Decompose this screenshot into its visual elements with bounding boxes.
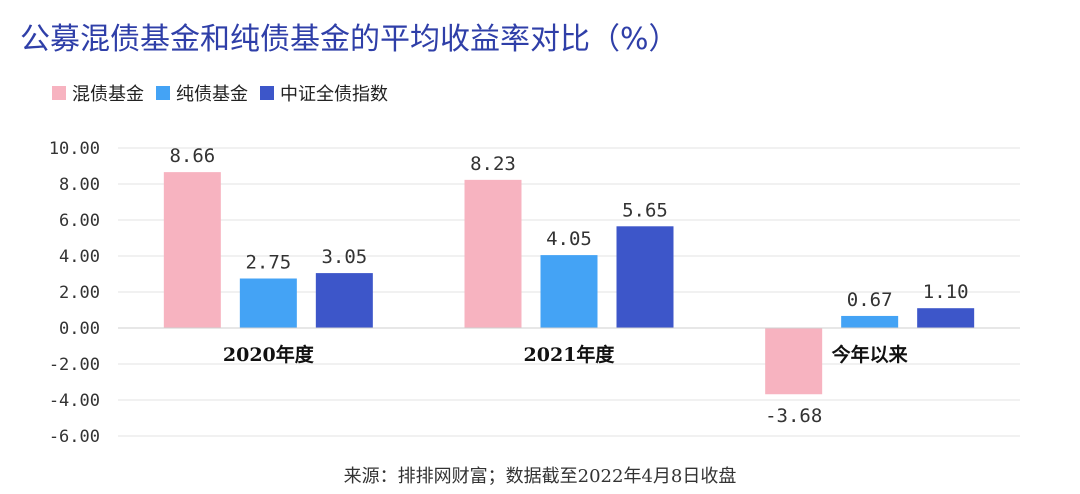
bar — [841, 315, 899, 328]
data-label: 0.67 — [847, 289, 893, 311]
y-tick-label: 4.00 — [59, 247, 100, 267]
y-tick-label: 8.00 — [59, 175, 100, 195]
source-note: 来源：排排网财富；数据截至2022年4月8日收盘 — [343, 466, 737, 487]
y-tick-label: 10.00 — [49, 139, 100, 159]
y-tick-label: 6.00 — [59, 211, 100, 231]
legend-label-index: 中证全债指数 — [280, 84, 388, 105]
legend: 混债基金 纯债基金 中证全债指数 — [52, 80, 388, 106]
bar — [765, 328, 823, 395]
y-tick-label: -2.00 — [49, 355, 100, 375]
bar — [464, 179, 522, 328]
legend-item-pure-bond: 纯债基金 — [156, 80, 248, 106]
category-label: 2020年度 — [223, 343, 315, 366]
bar — [616, 226, 674, 328]
bar — [163, 172, 221, 328]
legend-swatch-hybrid — [52, 86, 66, 100]
bar — [540, 255, 598, 328]
data-label: 3.05 — [321, 246, 367, 268]
category-label: 2021年度 — [524, 343, 616, 366]
legend-item-index: 中证全债指数 — [260, 80, 388, 106]
data-label: 1.10 — [923, 281, 969, 303]
data-label: 2.75 — [245, 252, 291, 274]
y-tick-label: -4.00 — [49, 391, 100, 411]
y-tick-label: 0.00 — [59, 319, 100, 339]
legend-item-hybrid: 混债基金 — [52, 80, 144, 106]
data-label: 8.23 — [470, 153, 516, 175]
data-label: 5.65 — [622, 199, 668, 221]
y-tick-label: -6.00 — [49, 427, 100, 447]
legend-swatch-index — [260, 86, 274, 100]
legend-label-hybrid: 混债基金 — [72, 84, 144, 105]
bar — [917, 308, 975, 328]
legend-label-pure-bond: 纯债基金 — [176, 84, 248, 105]
y-tick-label: 2.00 — [59, 283, 100, 303]
bar — [239, 278, 297, 328]
bar — [315, 273, 373, 328]
data-label: 8.66 — [169, 145, 215, 167]
chart-title: 公募混债基金和纯债基金的平均收益率对比（%） — [20, 22, 679, 57]
data-label: 4.05 — [546, 228, 592, 250]
data-label: -3.68 — [765, 405, 822, 427]
category-label: 今年以来 — [831, 343, 908, 366]
legend-swatch-pure-bond — [156, 86, 170, 100]
